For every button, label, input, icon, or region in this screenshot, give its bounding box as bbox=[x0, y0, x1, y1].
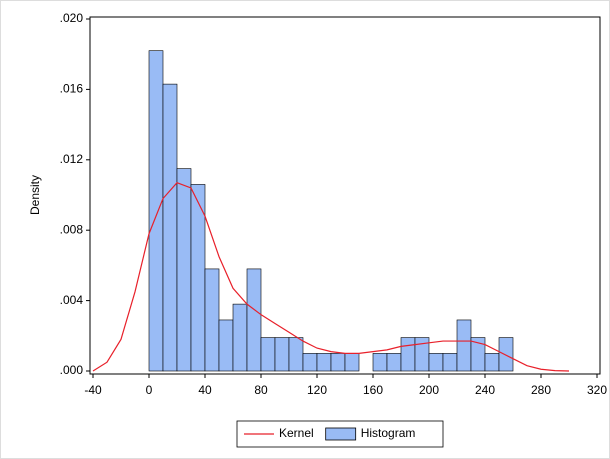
y-tick-label: .012 bbox=[60, 152, 84, 166]
histogram-bar bbox=[302, 353, 318, 372]
histogram-bar bbox=[246, 268, 262, 372]
x-tick-label: 200 bbox=[419, 383, 439, 397]
y-axis-label: Density bbox=[28, 175, 42, 215]
histogram-bar bbox=[274, 337, 290, 372]
x-tick-label: 280 bbox=[531, 383, 551, 397]
histogram-bar bbox=[498, 337, 514, 372]
histogram-bar bbox=[176, 168, 192, 372]
y-tick-label: .000 bbox=[60, 363, 84, 377]
histogram-bar bbox=[372, 353, 388, 372]
legend-swatch bbox=[325, 427, 357, 441]
x-tick-label: 80 bbox=[254, 383, 268, 397]
y-tick-label: .016 bbox=[60, 82, 84, 96]
histogram-bar bbox=[162, 83, 178, 372]
histogram-bar bbox=[218, 319, 234, 372]
x-tick-label: -40 bbox=[84, 383, 102, 397]
x-tick-label: 120 bbox=[307, 383, 327, 397]
histogram-bar bbox=[204, 268, 220, 372]
histogram-bar bbox=[400, 337, 416, 372]
histogram-bar bbox=[260, 337, 276, 372]
y-tick-label: .020 bbox=[60, 11, 84, 25]
histogram-bar bbox=[344, 353, 360, 372]
histogram-bar bbox=[316, 353, 332, 372]
histogram-bar bbox=[330, 353, 346, 372]
histogram-bar bbox=[484, 353, 500, 372]
histogram-bar bbox=[456, 319, 472, 372]
y-tick-label: .004 bbox=[60, 293, 84, 307]
kernel-line bbox=[92, 181, 570, 372]
x-tick-label: 320 bbox=[587, 383, 607, 397]
histogram-bar bbox=[386, 353, 402, 372]
y-tick-label: .008 bbox=[60, 222, 84, 236]
x-tick-label: 160 bbox=[363, 383, 383, 397]
histogram-bar bbox=[428, 353, 444, 372]
legend-label: Histogram bbox=[361, 426, 416, 440]
x-tick-label: 0 bbox=[146, 383, 153, 397]
histogram-bar bbox=[148, 50, 164, 372]
histogram-bar bbox=[442, 353, 458, 372]
x-tick-label: 240 bbox=[475, 383, 495, 397]
histogram-bar bbox=[288, 337, 304, 372]
x-tick-label: 40 bbox=[198, 383, 212, 397]
histogram-bar bbox=[232, 303, 248, 372]
legend-label: Kernel bbox=[279, 426, 314, 440]
